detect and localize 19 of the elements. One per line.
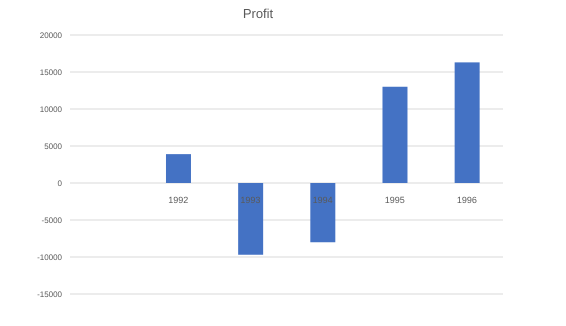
y-tick-label: -5000: [42, 216, 63, 225]
y-tick-label: 5000: [44, 142, 63, 151]
bar: [454, 62, 480, 183]
bar: [382, 86, 408, 183]
x-tick-label: 1995: [384, 195, 405, 205]
y-tick-label: 10000: [40, 104, 63, 114]
chart-title: Profit: [242, 6, 274, 21]
x-tick-label: 1996: [456, 195, 477, 205]
y-tick-label: -15000: [37, 290, 63, 299]
y-tick-label: -10000: [37, 252, 63, 262]
bar: [166, 154, 191, 183]
x-tick-label: 1994: [312, 195, 333, 205]
y-tick-label: 15000: [40, 68, 63, 77]
x-tick-label: 1993: [240, 195, 260, 205]
y-tick-label: 0: [58, 178, 63, 188]
x-tick-label: 1992: [168, 195, 188, 205]
bar: [238, 183, 264, 255]
y-tick-label: 20000: [40, 30, 63, 40]
bar: [310, 183, 336, 242]
